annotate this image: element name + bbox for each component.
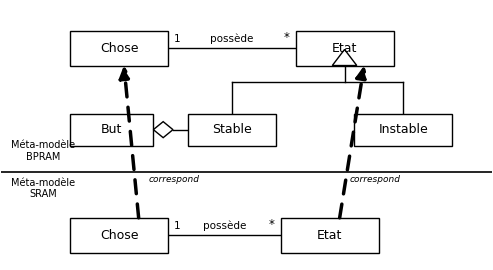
Text: *: * (269, 218, 275, 231)
Text: possède: possède (203, 220, 246, 231)
Text: Chose: Chose (100, 42, 139, 55)
FancyBboxPatch shape (70, 114, 153, 146)
Text: 1: 1 (174, 34, 180, 44)
Text: Etat: Etat (317, 229, 343, 242)
Text: Instable: Instable (379, 123, 428, 136)
Text: correspond: correspond (148, 175, 200, 184)
Text: correspond: correspond (350, 175, 400, 184)
FancyBboxPatch shape (70, 218, 168, 252)
Text: Méta-modèle
SRAM: Méta-modèle SRAM (11, 178, 75, 199)
FancyBboxPatch shape (281, 218, 379, 252)
Text: But: But (101, 123, 122, 136)
Text: possède: possède (210, 33, 253, 44)
Text: 1: 1 (174, 221, 180, 231)
Text: *: * (284, 31, 290, 44)
FancyBboxPatch shape (70, 31, 168, 66)
Polygon shape (153, 122, 173, 138)
Text: Méta-modèle
BPRAM: Méta-modèle BPRAM (11, 140, 75, 162)
FancyBboxPatch shape (354, 114, 453, 146)
Text: Chose: Chose (100, 229, 139, 242)
Text: Etat: Etat (332, 42, 357, 55)
FancyBboxPatch shape (188, 114, 276, 146)
Polygon shape (332, 49, 357, 66)
FancyBboxPatch shape (295, 31, 393, 66)
Text: Stable: Stable (212, 123, 251, 136)
